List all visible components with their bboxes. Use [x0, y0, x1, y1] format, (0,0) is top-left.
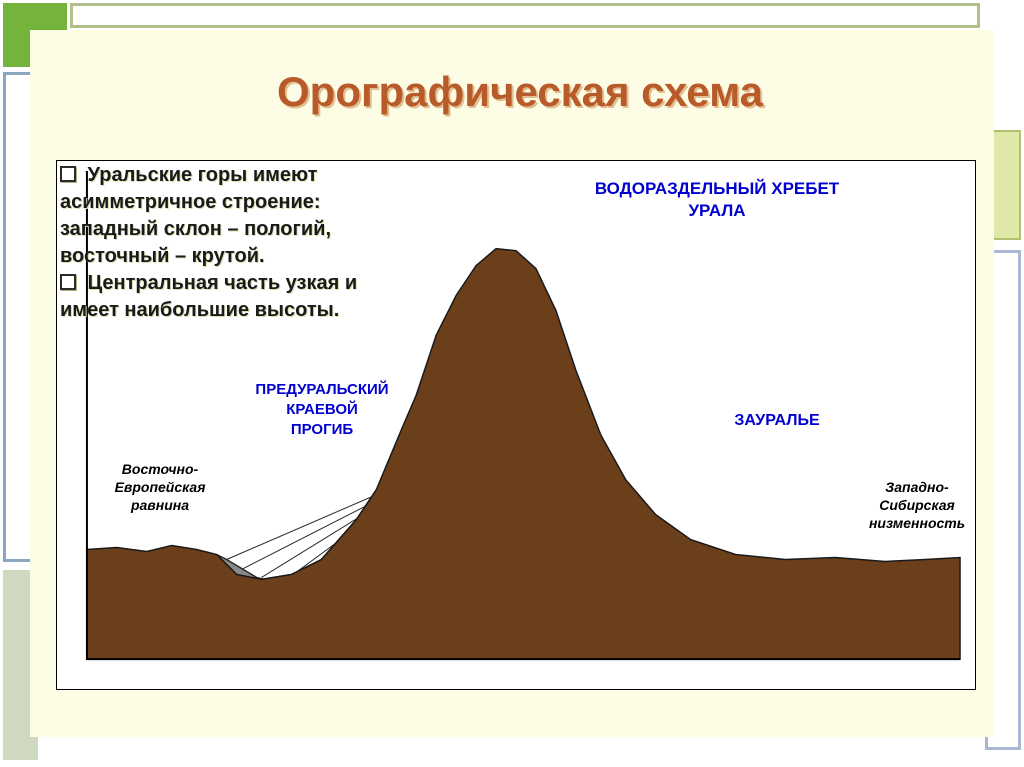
bullet-icon [60, 274, 76, 290]
diagram-label-zsn2: Сибирская [847, 497, 987, 514]
diagram-label-ridge1: ВОДОРАЗДЕЛЬНЫЙ ХРЕБЕТ [557, 179, 877, 199]
bullet-text: Центральная часть узкая и имеет наибольш… [60, 272, 357, 321]
diagram-label-zsn3: низменность [847, 515, 987, 532]
bullet-icon [60, 166, 76, 182]
slide-title: Орографическая схема [120, 68, 920, 116]
diagram-label-vep3: равнина [85, 497, 235, 514]
diagram-label-predur3: ПРОГИБ [262, 421, 382, 439]
frame-decoration [70, 3, 980, 28]
diagram-label-zsn1: Западно- [847, 479, 987, 496]
bullet-text: Уральские горы имеют асимметричное строе… [60, 164, 331, 267]
description-bullet: Уральские горы имеют асимметричное строе… [60, 162, 390, 270]
description-textbox: Уральские горы имеют асимметричное строе… [60, 162, 390, 324]
diagram-label-predur1: ПРЕДУРАЛЬСКИЙ [227, 381, 417, 399]
diagram-label-vep2: Европейская [85, 479, 235, 496]
diagram-label-ridge2: УРАЛА [617, 201, 817, 221]
diagram-label-predur2: КРАЕВОЙ [257, 401, 387, 419]
description-bullet: Центральная часть узкая и имеет наибольш… [60, 270, 390, 324]
diagram-label-zaur: ЗАУРАЛЬЕ [697, 411, 857, 430]
diagram-label-vep1: Восточно- [85, 461, 235, 478]
